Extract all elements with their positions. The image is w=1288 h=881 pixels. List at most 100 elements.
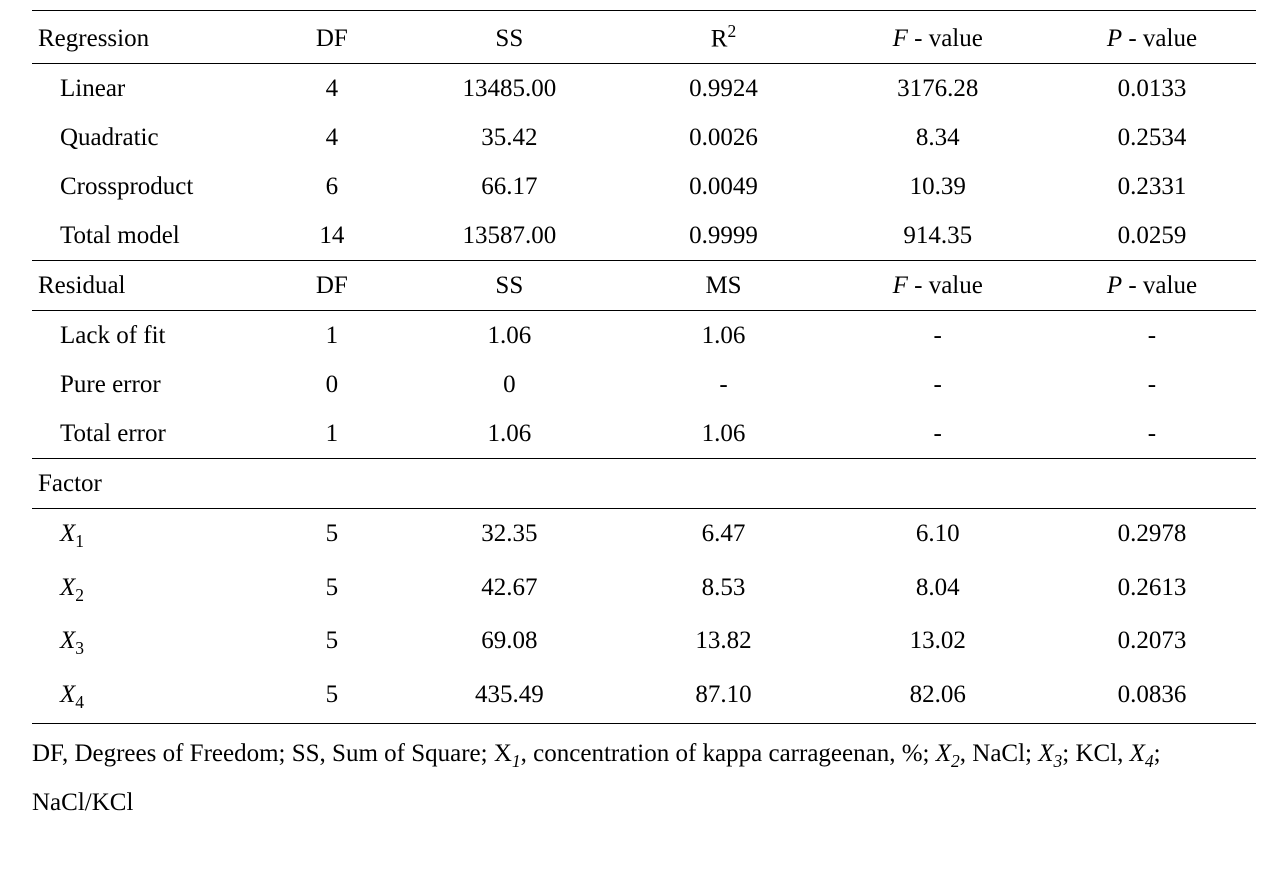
row-label: Crossproduct [32,162,265,211]
table-row: Lack of fit 1 1.06 1.06 - - [32,311,1256,361]
regression-header-row: Regression DF SS R2 F - value P - value [32,11,1256,64]
table-row: Crossproduct 6 66.17 0.0049 10.39 0.2331 [32,162,1256,211]
cell-f: 82.06 [828,670,1048,724]
factor-symbol: X [936,740,951,767]
cell-f: 13.02 [828,616,1048,670]
table-row: Quadratic 4 35.42 0.0026 8.34 0.2534 [32,113,1256,162]
cell-f: 8.34 [828,113,1048,162]
residual-header-row: Residual DF SS MS F - value P - value [32,261,1256,311]
col-header-ss: SS [399,261,619,311]
col-header-df: DF [265,11,400,64]
table-row: X4 5 435.49 87.10 82.06 0.0836 [32,670,1256,724]
table-row: Pure error 0 0 - - - [32,360,1256,409]
cell-c4: 1.06 [619,409,827,459]
cell-c4: 1.06 [619,311,827,361]
col-header-r2: R2 [619,11,827,64]
factor-symbol: X [1038,740,1053,767]
cell-f: 10.39 [828,162,1048,211]
row-label: Linear [32,64,265,114]
cell-f: - [828,311,1048,361]
cell-df: 4 [265,113,400,162]
cell-ss: 13485.00 [399,64,619,114]
cell-f: - [828,360,1048,409]
col-header-p-value: P - value [1048,261,1256,311]
cell-df: 5 [265,563,400,617]
table-row: Total model 14 13587.00 0.9999 914.35 0.… [32,211,1256,261]
row-label: Total model [32,211,265,261]
cell-p: 0.2613 [1048,563,1256,617]
col-header-f-value: F - value [828,11,1048,64]
col-header-ss: SS [399,11,619,64]
cell-c4: 0.0026 [619,113,827,162]
factor-header-row: Factor [32,459,1256,509]
cell-df: 1 [265,311,400,361]
footnote-text: , NaCl; [960,740,1038,767]
cell-ss: 435.49 [399,670,619,724]
cell-ss: 1.06 [399,311,619,361]
footnote-text: DF, Degrees of Freedom; SS, Sum of Squar… [32,740,512,767]
anova-table: Regression DF SS R2 F - value P - value … [32,10,1256,724]
cell-p: 0.2073 [1048,616,1256,670]
cell-ss: 32.35 [399,509,619,563]
p-symbol: P [1107,25,1122,52]
cell-p: 0.0133 [1048,64,1256,114]
cell-f: 914.35 [828,211,1048,261]
row-label: X3 [32,616,265,670]
cell-df: 4 [265,64,400,114]
footnote-text: , concentration of kappa carrageenan, %; [521,740,936,767]
cell-c4: 6.47 [619,509,827,563]
cell-p: - [1048,409,1256,459]
factor-symbol: X [60,627,75,654]
cell-df: 6 [265,162,400,211]
row-label: X4 [32,670,265,724]
f-symbol: F [893,25,908,52]
col-header-regression: Regression [32,11,265,64]
cell-df: 14 [265,211,400,261]
cell-c4: 87.10 [619,670,827,724]
cell-ss: 35.42 [399,113,619,162]
col-header-p-value: P - value [1048,11,1256,64]
cell-df: 5 [265,616,400,670]
cell-ss: 69.08 [399,616,619,670]
cell-f: 6.10 [828,509,1048,563]
table-row: Total error 1 1.06 1.06 - - [32,409,1256,459]
cell-p: 0.0259 [1048,211,1256,261]
row-label: X2 [32,563,265,617]
table-row: X2 5 42.67 8.53 8.04 0.2613 [32,563,1256,617]
table-row: Linear 4 13485.00 0.9924 3176.28 0.0133 [32,64,1256,114]
cell-df: 0 [265,360,400,409]
cell-p: - [1048,360,1256,409]
table-footnote: DF, Degrees of Freedom; SS, Sum of Squar… [32,724,1256,826]
cell-c4: 0.9924 [619,64,827,114]
cell-ss: 66.17 [399,162,619,211]
cell-p: 0.2331 [1048,162,1256,211]
col-header-df: DF [265,261,400,311]
row-label: Total error [32,409,265,459]
row-label: Pure error [32,360,265,409]
row-label: Lack of fit [32,311,265,361]
cell-c4: 0.0049 [619,162,827,211]
p-symbol: P [1107,272,1122,299]
footnote-text: ; KCl, [1062,740,1129,767]
cell-c4: 8.53 [619,563,827,617]
cell-ss: 0 [399,360,619,409]
row-label: X1 [32,509,265,563]
cell-c4: 13.82 [619,616,827,670]
cell-p: 0.2534 [1048,113,1256,162]
row-label: Quadratic [32,113,265,162]
cell-df: 5 [265,670,400,724]
col-header-factor: Factor [32,459,1256,509]
cell-ss: 1.06 [399,409,619,459]
factor-symbol: X [1130,740,1145,767]
cell-df: 1 [265,409,400,459]
cell-f: 3176.28 [828,64,1048,114]
f-symbol: F [893,272,908,299]
cell-c4: 0.9999 [619,211,827,261]
cell-f: - [828,409,1048,459]
factor-symbol: X [60,574,75,601]
cell-p: - [1048,311,1256,361]
cell-df: 5 [265,509,400,563]
factor-symbol: X [60,681,75,708]
col-header-ms: MS [619,261,827,311]
table-row: X3 5 69.08 13.82 13.02 0.2073 [32,616,1256,670]
